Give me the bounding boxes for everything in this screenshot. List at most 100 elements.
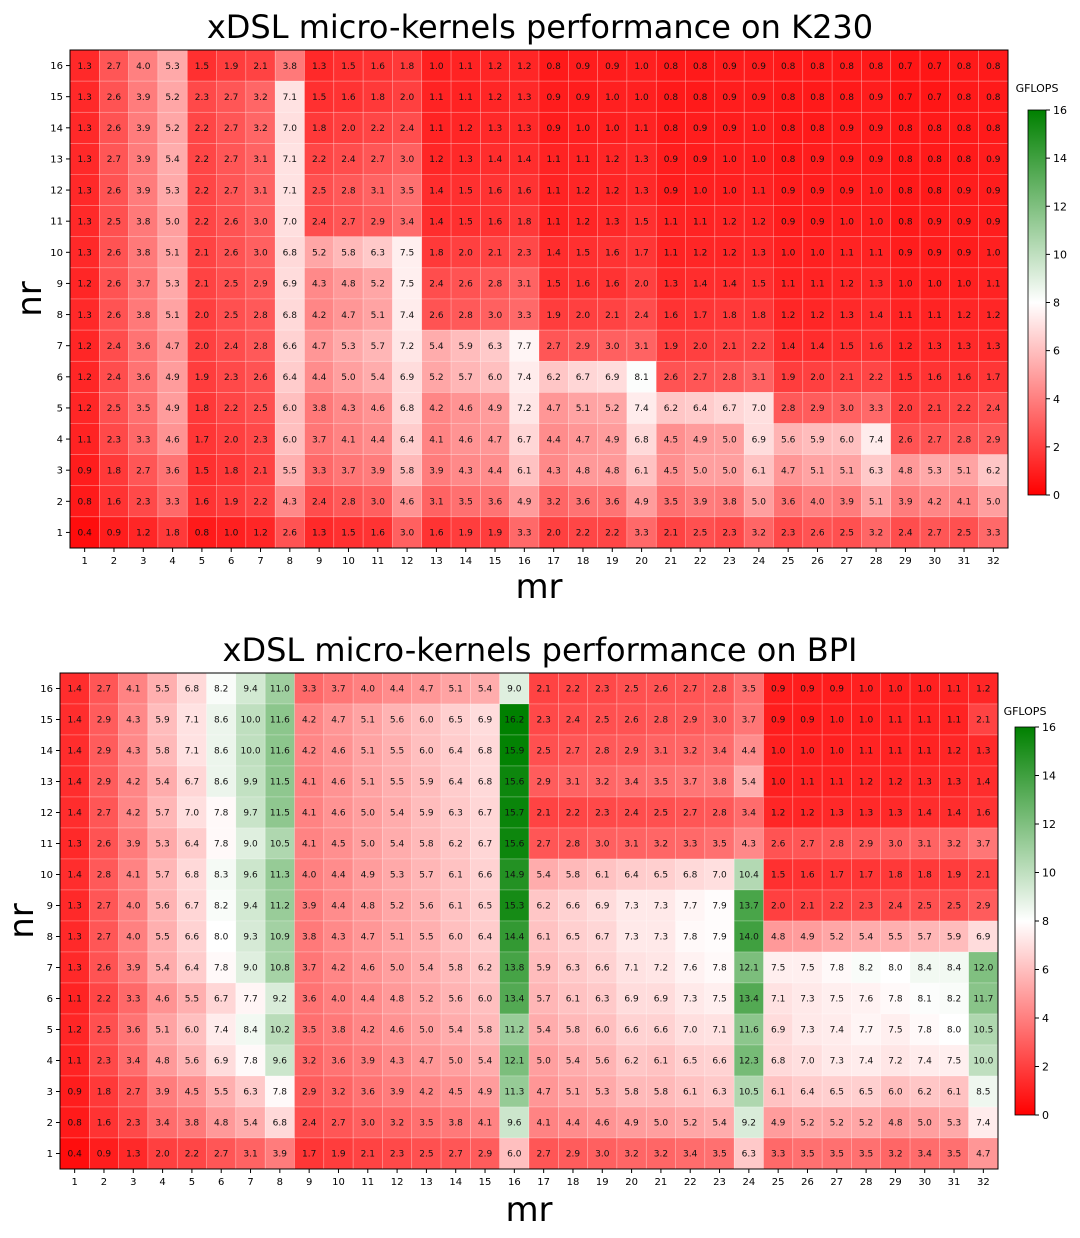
cell-value-label: 2.9 xyxy=(810,404,825,414)
cell-value-label: 1.3 xyxy=(77,249,91,259)
x-tick-label: 26 xyxy=(811,556,824,567)
heatmap-cell xyxy=(411,1106,442,1139)
cell-value-label: 4.7 xyxy=(361,933,375,943)
heatmap-cell xyxy=(909,827,940,860)
cell-value-label: 6.9 xyxy=(283,280,298,290)
cell-value-label: 8.6 xyxy=(214,716,229,726)
heatmap-cell xyxy=(880,672,911,705)
cell-value-label: 14.9 xyxy=(504,871,524,881)
cell-value-label: 1.1 xyxy=(664,217,678,227)
x-tick-label: 23 xyxy=(713,1177,726,1188)
heatmap-cell xyxy=(831,111,862,144)
heatmap-cell xyxy=(99,111,129,144)
heatmap-cell xyxy=(206,1075,237,1108)
heatmap-cell xyxy=(362,174,393,206)
cell-value-label: 4.2 xyxy=(928,498,942,508)
cell-value-label: 15.9 xyxy=(504,747,524,757)
cell-value-label: 1.1 xyxy=(888,747,902,757)
cell-value-label: 0.8 xyxy=(957,93,972,103)
cell-value-label: 6.9 xyxy=(595,902,610,912)
cell-value-label: 6.2 xyxy=(664,404,678,414)
cell-value-label: 6.2 xyxy=(449,840,463,850)
heatmap-cell xyxy=(69,423,100,455)
heatmap-cell xyxy=(802,143,833,175)
heatmap-cell xyxy=(216,360,247,393)
cell-value-label: 1.2 xyxy=(840,280,854,290)
heatmap-cell xyxy=(714,174,745,206)
cell-value-label: 3.5 xyxy=(302,1026,316,1036)
cell-value-label: 3.9 xyxy=(693,498,708,508)
cell-value-label: 0.8 xyxy=(986,124,1001,134)
heatmap-cell xyxy=(69,454,100,487)
cell-value-label: 7.4 xyxy=(859,1057,874,1067)
heatmap-cell xyxy=(919,329,950,362)
cell-value-label: 2.8 xyxy=(781,404,796,414)
x-tick-label: 11 xyxy=(371,556,384,567)
cell-value-label: 2.5 xyxy=(253,404,267,414)
cell-value-label: 1.3 xyxy=(517,124,531,134)
x-tick-label: 6 xyxy=(218,1177,224,1188)
cell-value-label: 5.4 xyxy=(566,1057,581,1067)
cell-value-label: 2.6 xyxy=(771,840,786,850)
cell-value-label: 5.6 xyxy=(595,1057,610,1067)
heatmap-cell xyxy=(294,920,325,953)
cell-value-label: 6.9 xyxy=(752,435,767,445)
colorbar-tick-label: 4 xyxy=(1053,393,1060,406)
heatmap-cell xyxy=(861,205,892,238)
heatmap-cell xyxy=(323,920,354,953)
cell-value-label: 3.7 xyxy=(341,466,355,476)
cell-value-label: 3.8 xyxy=(331,1026,346,1036)
cell-value-label: 7.5 xyxy=(712,995,726,1005)
cell-value-label: 4.0 xyxy=(361,685,376,695)
heatmap-cell xyxy=(763,889,794,922)
cell-value-label: 7.1 xyxy=(771,995,785,1005)
cell-value-label: 0.8 xyxy=(67,1119,82,1129)
cell-value-label: 1.2 xyxy=(488,93,502,103)
cell-value-label: 0.8 xyxy=(928,155,943,165)
heatmap-cell xyxy=(245,423,276,455)
cell-value-label: 0.8 xyxy=(810,124,825,134)
x-tick-label: 29 xyxy=(899,556,912,567)
cell-value-label: 1.0 xyxy=(869,186,884,196)
heatmap-cell xyxy=(685,80,716,113)
cell-value-label: 7.1 xyxy=(624,964,638,974)
cell-value-label: 10.5 xyxy=(739,1088,759,1098)
x-tick-label: 10 xyxy=(342,556,355,567)
heatmap-cell xyxy=(509,80,540,113)
cell-value-label: 10.9 xyxy=(270,933,290,943)
cell-value-label: 4.6 xyxy=(331,747,346,757)
cell-value-label: 2.4 xyxy=(400,124,415,134)
heatmap-cell xyxy=(59,920,90,953)
cell-value-label: 3.9 xyxy=(136,155,151,165)
heatmap-cell xyxy=(821,920,852,953)
cell-value-label: 4.8 xyxy=(898,466,913,476)
cell-value-label: 0.9 xyxy=(97,1150,112,1160)
heatmap-cell xyxy=(568,49,598,82)
cell-value-label: 1.1 xyxy=(869,249,883,259)
cell-value-label: 5.0 xyxy=(722,466,737,476)
cell-value-label: 1.5 xyxy=(459,186,473,196)
cell-value-label: 3.3 xyxy=(312,466,326,476)
cell-value-label: 2.5 xyxy=(624,685,638,695)
heatmap-cell xyxy=(186,392,217,424)
cell-value-label: 7.4 xyxy=(830,1026,845,1036)
cell-value-label: 4.7 xyxy=(341,311,355,321)
x-tick-label: 29 xyxy=(889,1177,902,1188)
heatmap-cell xyxy=(792,703,823,736)
cell-value-label: 6.8 xyxy=(683,871,698,881)
cell-value-label: 3.6 xyxy=(576,498,591,508)
heatmap-cell xyxy=(831,143,862,175)
cell-value-label: 4.9 xyxy=(605,435,620,445)
heatmap-cell xyxy=(733,982,764,1015)
x-tick-label: 12 xyxy=(391,1177,404,1188)
cell-value-label: 0.9 xyxy=(810,186,825,196)
cell-value-label: 1.7 xyxy=(195,435,209,445)
cell-value-label: 6.3 xyxy=(712,1088,726,1098)
heatmap-cell xyxy=(675,920,706,953)
cell-value-label: 2.0 xyxy=(693,342,708,352)
cell-value-label: 4.4 xyxy=(312,373,327,383)
x-tick-label: 8 xyxy=(287,556,293,567)
colorbar-tick-label: 16 xyxy=(1053,104,1067,117)
heatmap-cell xyxy=(392,516,423,549)
cell-value-label: 2.4 xyxy=(341,155,356,165)
